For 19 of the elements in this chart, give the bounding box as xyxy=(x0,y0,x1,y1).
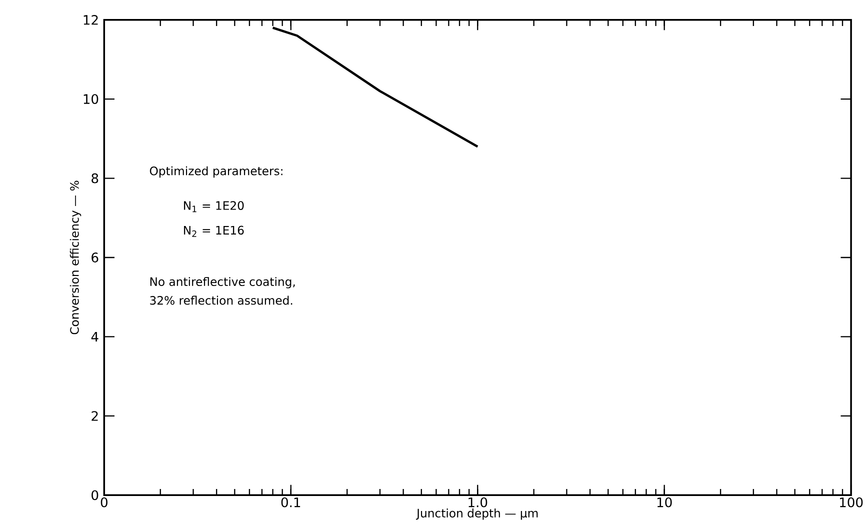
x-tick-label: 1.0 xyxy=(468,497,488,508)
annotation: 32% reflection assumed. xyxy=(150,296,292,305)
annotation: N$_{1}$ = 1E20 xyxy=(184,201,244,212)
annotation: N$_{2}$ = 1E16 xyxy=(184,226,244,237)
y-tick-label: 8 xyxy=(92,173,98,184)
x-tick-label: 100 xyxy=(840,497,863,508)
y-tick-label: 6 xyxy=(92,252,98,262)
annotation: No antireflective coating, xyxy=(150,277,295,288)
y-tick-label: 4 xyxy=(91,332,98,342)
x-tick-label: 0 xyxy=(100,497,108,508)
x-tick-label: 0.1 xyxy=(281,497,300,508)
y-axis-title: Conversion efficiency — % xyxy=(70,180,82,334)
y-tick-label: 0 xyxy=(92,490,98,500)
annotation: Optimized parameters: xyxy=(150,166,282,178)
y-tick-label: 10 xyxy=(84,94,98,104)
y-tick-label: 12 xyxy=(84,15,98,25)
y-tick-label: 2 xyxy=(92,411,98,421)
x-axis-title: Junction depth — µm xyxy=(416,508,538,520)
x-tick-label: 10 xyxy=(657,497,672,508)
